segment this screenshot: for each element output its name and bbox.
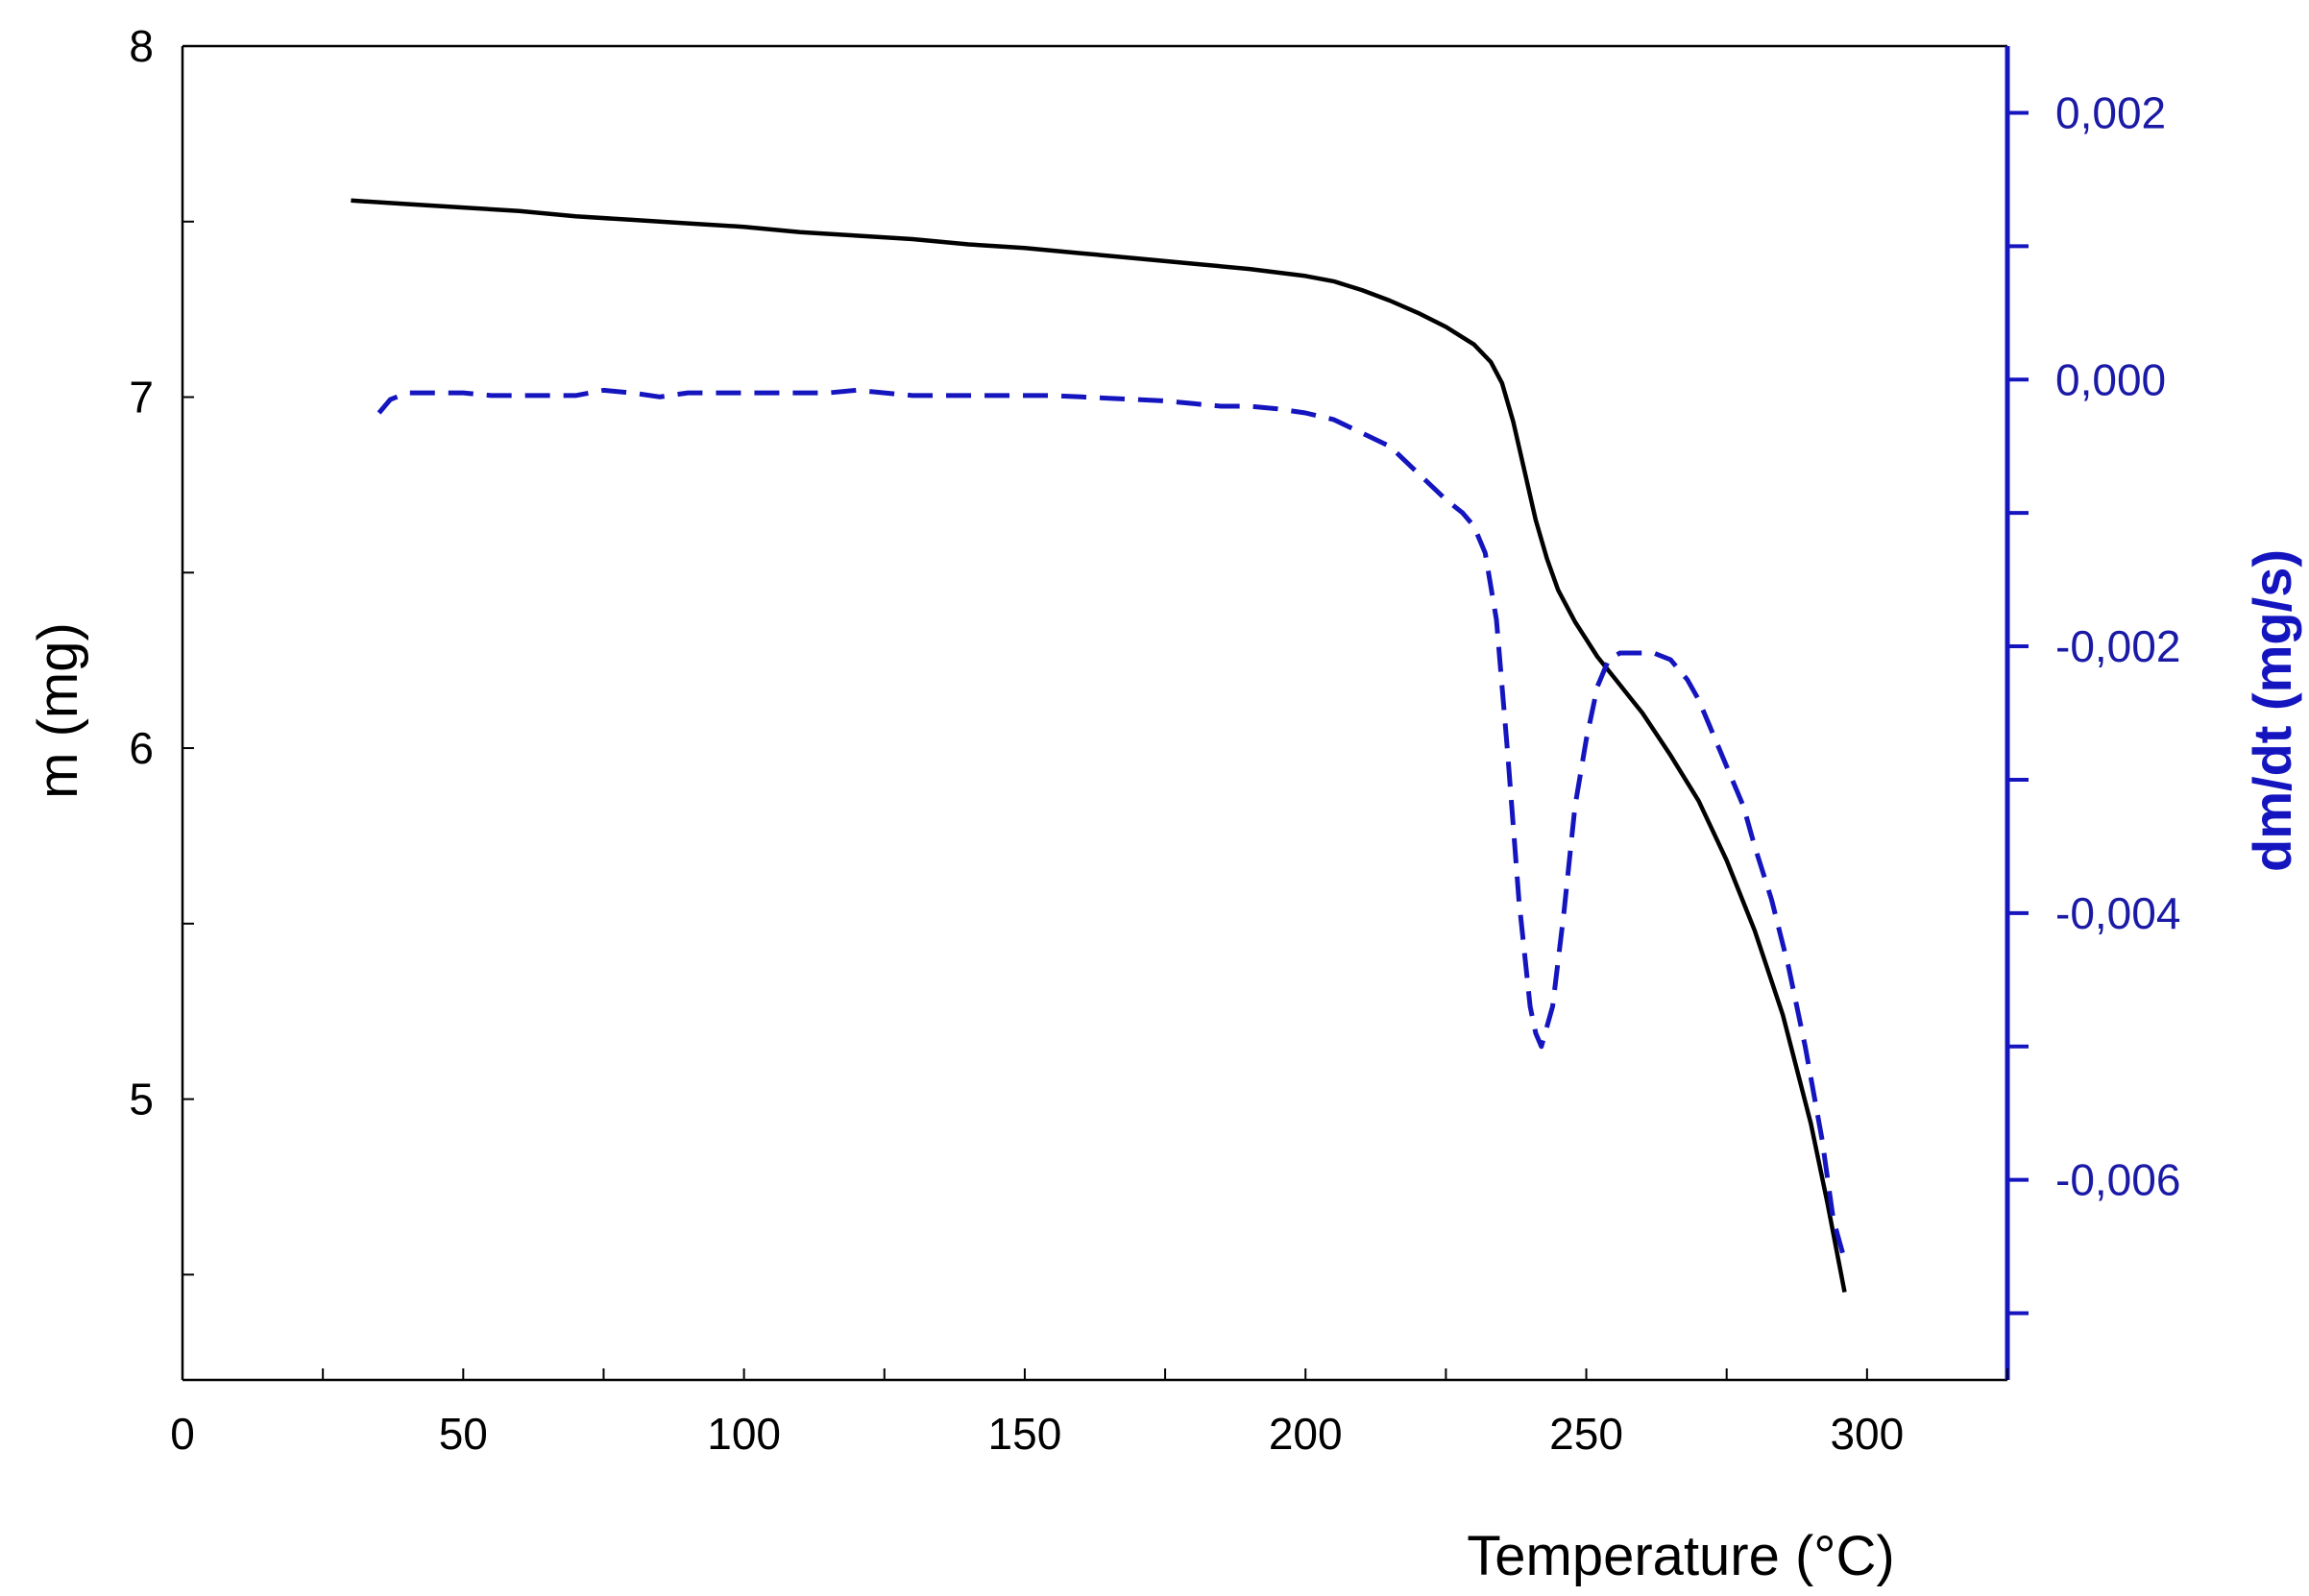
y-left-tick-label: 8 [129, 21, 154, 71]
x-axis: 0 50 100 150 200 250 300 [170, 1368, 2008, 1459]
y-right-tick-label: -0,006 [2055, 1155, 2180, 1205]
x-tick-label: 150 [988, 1409, 1062, 1459]
y-axis-right-title: dm/dt (mg/s) [2242, 549, 2302, 872]
y-right-tick-label: 0,002 [2055, 87, 2166, 137]
y-axis-left: 5 6 7 8 [129, 21, 194, 1276]
dtg-derivative-line [377, 387, 1847, 1261]
y-axis-right: 0,002 0,000 -0,002 -0,004 -0,006 [2007, 87, 2180, 1316]
x-tick-label: 250 [1549, 1409, 1623, 1459]
x-tick-label: 300 [1830, 1409, 1904, 1459]
y-axis-left-title: m (mg) [27, 622, 89, 799]
x-tick-label: 50 [439, 1409, 488, 1459]
x-tick-label: 0 [170, 1409, 195, 1459]
plot-frame [181, 44, 2010, 1382]
x-axis-title: Temperature (°C) [1467, 1525, 1894, 1587]
y-left-tick-label: 5 [129, 1075, 154, 1124]
x-tick-label: 100 [707, 1409, 781, 1459]
y-right-tick-label: -0,004 [2055, 888, 2180, 938]
x-tick-label: 200 [1269, 1409, 1343, 1459]
y-right-tick-label: -0,002 [2055, 621, 2180, 671]
y-right-tick-label: 0,000 [2055, 354, 2166, 404]
y-left-tick-label: 7 [129, 373, 154, 423]
y-left-tick-label: 6 [129, 723, 154, 773]
tga-mass-line [351, 198, 1847, 1294]
series-layer [351, 198, 1847, 1294]
